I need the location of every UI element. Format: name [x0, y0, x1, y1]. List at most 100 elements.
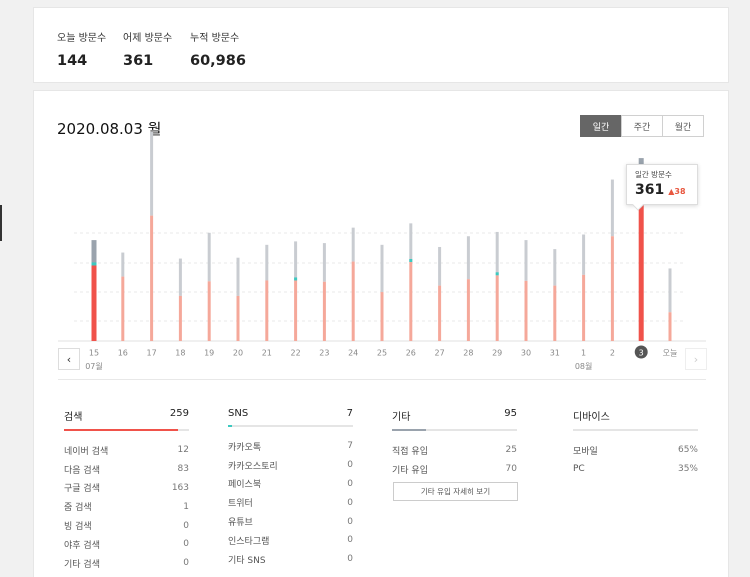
bar-segment: [409, 261, 413, 341]
x-tick-label: 17: [147, 349, 157, 358]
list-item: 야후 검색 0: [64, 535, 189, 554]
bar-top-segment: [150, 131, 154, 216]
sns-category-title: SNS: [228, 408, 249, 419]
list-item: 줌 검색 1: [64, 497, 189, 516]
bar-segment: [322, 281, 326, 341]
list-item-value: 1: [183, 501, 189, 512]
sns-category: SNS 7 카카오톡 7 카카오스토리 0 페이스북 0 트위터 0 유튜브 0 인스타그램 0 기타 SN…: [228, 408, 353, 569]
search-category-header: 검색 259: [64, 408, 189, 429]
list-item: 트위터 0: [228, 493, 353, 512]
bar-top-segment: [610, 179, 614, 237]
etc-category-total: 95: [504, 408, 517, 419]
x-tick-label: 24: [348, 349, 358, 358]
list-item: 다음 검색 83: [64, 460, 189, 479]
list-item-value: 0: [347, 516, 353, 527]
x-tick-label: 2: [610, 349, 615, 358]
bar-segment: [91, 265, 97, 341]
chart-tooltip: 일간 방문수 361 ▲38: [626, 164, 698, 211]
yesterday-visits-value: 361: [123, 53, 154, 69]
device-category-header: 디바이스: [573, 408, 698, 429]
bar-segment: [638, 186, 644, 341]
x-tick-label: 3: [639, 349, 644, 358]
x-tick-label: 21: [262, 349, 272, 358]
x-tick-label: 16: [118, 349, 128, 358]
x-tick-label: 19: [204, 349, 214, 358]
list-item-value: 0: [347, 497, 353, 508]
left-edge-marker: [0, 205, 2, 241]
tab-weekly[interactable]: 주간: [621, 115, 663, 137]
list-item-name: 모바일: [573, 446, 598, 457]
bar-segment: [207, 281, 211, 341]
period-tabs: 일간 주간 월간: [580, 115, 704, 137]
bar-marker: [294, 277, 298, 281]
bar-top-segment: [178, 258, 182, 296]
tab-monthly[interactable]: 월간: [662, 115, 704, 137]
prev-button[interactable]: ‹: [58, 348, 80, 370]
etc-share-bar-fill: [392, 429, 426, 431]
bar-top-segment: [438, 246, 442, 286]
sns-share-bar: [228, 425, 353, 427]
list-item-name: 트위터: [228, 499, 253, 510]
search-category-title: 검색: [64, 412, 83, 423]
list-item-value: 0: [183, 520, 189, 531]
search-category: 검색 259 네이버 검색 12 다음 검색 83 구글 검색 163 줌 검색 1 빙 검색 0 야후…: [64, 408, 189, 573]
list-item-name: 빙 검색: [64, 522, 92, 533]
list-item-value: 65%: [677, 445, 698, 456]
list-item-name: 야후 검색: [64, 540, 100, 551]
sns-category-header: SNS 7: [228, 408, 353, 425]
list-item-name: 기타 유입: [392, 465, 428, 476]
list-item: 카카오스토리 0: [228, 456, 353, 475]
list-item-value: 35%: [677, 464, 698, 475]
x-tick-label: 22: [291, 349, 301, 358]
list-item: 카카오톡 7: [228, 437, 353, 456]
list-item-name: 카카오톡: [228, 442, 262, 453]
list-item: PC 35%: [573, 460, 698, 479]
bar-top-segment: [466, 236, 470, 280]
list-item: 직접 유입 25: [392, 441, 517, 460]
bar-top-segment: [121, 252, 125, 277]
list-item-value: 70: [505, 464, 517, 475]
etc-detail-button[interactable]: 기타 유입 자세히 보기: [393, 482, 518, 501]
list-item: 기타 SNS 0: [228, 550, 353, 569]
x-tick-label: 오늘: [663, 349, 678, 358]
list-item: 기타 유입 70: [392, 460, 517, 479]
x-tick-label: 20: [233, 349, 243, 358]
bar-top-segment: [265, 244, 269, 281]
list-item: 인스타그램 0: [228, 531, 353, 550]
list-item-value: 0: [183, 558, 189, 569]
tooltip-label: 일간 방문수: [635, 170, 672, 179]
list-item-value: 0: [347, 554, 353, 565]
yesterday-visits: 어제 방문수 361: [123, 29, 172, 69]
list-item-name: PC: [573, 464, 585, 475]
bar-segment: [610, 236, 614, 341]
list-item-name: 기타 검색: [64, 559, 100, 570]
today-visits-label: 오늘 방문수: [57, 33, 107, 44]
list-item-value: 0: [183, 539, 189, 550]
tab-daily[interactable]: 일간: [580, 115, 622, 137]
chevron-left-icon: ‹: [66, 352, 72, 366]
chevron-right-icon: ›: [693, 352, 699, 366]
x-tick-label: 27: [435, 349, 445, 358]
x-tick-label: 30: [521, 349, 531, 358]
bar-segment: [495, 275, 499, 341]
bar-segment: [351, 261, 355, 341]
bar-marker: [409, 258, 413, 262]
bar-top-segment: [322, 243, 326, 282]
bar-segment: [150, 215, 154, 341]
etc-share-bar: [392, 429, 517, 431]
yesterday-visits-label: 어제 방문수: [123, 33, 173, 44]
bar-segment: [265, 280, 269, 341]
x-tick-label: 18: [175, 349, 185, 358]
list-item-value: 0: [347, 478, 353, 489]
total-visits: 누적 방문수 60,986: [190, 29, 246, 69]
etc-category: 기타 95 직접 유입 25 기타 유입 70: [392, 408, 517, 479]
list-item-name: 유튜브: [228, 518, 253, 529]
x-tick-label: 1: [581, 349, 586, 358]
next-button[interactable]: ›: [685, 348, 707, 370]
bar-top-segment: [207, 232, 211, 282]
bar-marker: [91, 262, 97, 266]
total-visits-value: 60,986: [190, 53, 246, 69]
search-category-total: 259: [169, 408, 189, 419]
tooltip-value: 361: [635, 182, 665, 198]
